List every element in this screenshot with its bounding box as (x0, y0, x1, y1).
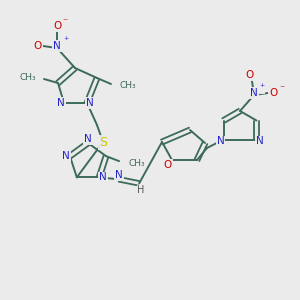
Text: N: N (99, 172, 107, 182)
Text: ⁻: ⁻ (279, 84, 285, 94)
Text: O: O (164, 160, 172, 170)
Text: ⁺: ⁺ (260, 83, 265, 93)
Text: ⁻: ⁻ (62, 17, 68, 27)
Text: O: O (34, 41, 42, 51)
Text: N: N (250, 88, 258, 98)
Text: S: S (99, 136, 107, 148)
Text: N: N (256, 136, 263, 146)
Text: O: O (246, 70, 254, 80)
Text: CH₃: CH₃ (120, 82, 136, 91)
Text: N: N (84, 134, 92, 144)
Text: N: N (115, 170, 123, 180)
Text: N: N (57, 98, 65, 108)
Text: N: N (53, 41, 61, 51)
Text: CH₃: CH₃ (128, 159, 145, 168)
Text: H: H (137, 185, 145, 195)
Text: N: N (217, 136, 224, 146)
Text: N: N (86, 98, 94, 108)
Text: ⁺: ⁺ (63, 36, 69, 46)
Text: O: O (269, 88, 277, 98)
Text: O: O (53, 21, 61, 31)
Text: N: N (62, 151, 70, 161)
Text: CH₃: CH₃ (20, 73, 36, 82)
